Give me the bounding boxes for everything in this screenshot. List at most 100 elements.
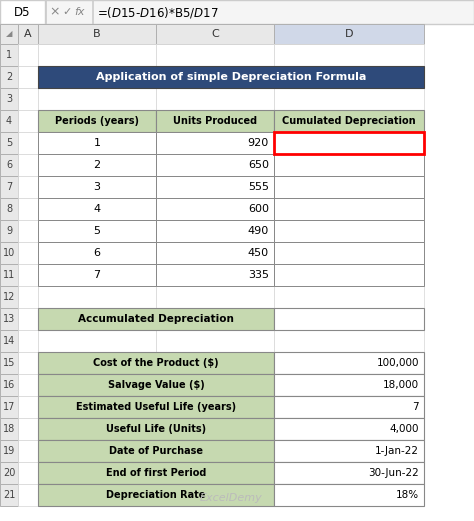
Bar (156, 110, 274, 132)
Bar (274, 484, 424, 506)
Bar (18, 66, 38, 88)
Text: 3: 3 (6, 94, 12, 104)
Bar (274, 440, 424, 462)
Bar (18, 440, 38, 462)
Bar (38, 286, 156, 308)
Text: 8: 8 (6, 204, 12, 214)
Bar (0, 44, 18, 66)
Bar (156, 374, 274, 396)
Bar (0, 264, 18, 286)
Bar (0, 66, 18, 88)
Text: 1-Jan-22: 1-Jan-22 (375, 446, 419, 456)
Text: Application of simple Depreciation Formula: Application of simple Depreciation Formu… (96, 72, 366, 82)
Text: Cost of the Product ($): Cost of the Product ($) (93, 358, 219, 368)
Bar (18, 374, 38, 396)
Text: 12: 12 (3, 292, 15, 302)
Bar (274, 264, 424, 286)
Bar (274, 110, 424, 132)
Bar (38, 242, 156, 264)
Text: C: C (211, 29, 219, 39)
Bar (38, 110, 156, 132)
Bar (274, 418, 424, 440)
Bar (38, 154, 156, 176)
Text: 2: 2 (6, 72, 12, 82)
Bar (38, 440, 274, 462)
Bar (274, 154, 424, 176)
Text: D: D (345, 29, 353, 39)
Bar (0, 132, 18, 154)
Bar (274, 418, 424, 440)
Text: 3: 3 (93, 182, 100, 192)
Bar (274, 220, 424, 242)
Bar (156, 484, 274, 506)
Bar (18, 308, 38, 330)
Bar (18, 286, 38, 308)
Bar (0, 176, 18, 198)
Bar (0, 440, 18, 462)
Bar (274, 308, 424, 330)
Text: fx: fx (75, 7, 85, 17)
Bar (38, 396, 274, 418)
Bar (38, 242, 156, 264)
Bar (156, 198, 274, 220)
Bar (0, 352, 18, 374)
Bar (0, 154, 18, 176)
Text: 7: 7 (93, 270, 100, 280)
Bar (18, 24, 38, 44)
Text: Accumulated Depreciation: Accumulated Depreciation (78, 314, 234, 324)
Bar (156, 220, 274, 242)
Bar (274, 198, 424, 220)
Bar (156, 462, 274, 484)
Bar (156, 24, 274, 44)
Bar (18, 330, 38, 352)
Text: 600: 600 (248, 204, 269, 214)
Bar (156, 264, 274, 286)
Text: Estimated Useful Life (years): Estimated Useful Life (years) (76, 402, 236, 412)
Bar (18, 44, 38, 66)
Text: Units Produced: Units Produced (173, 116, 257, 126)
Bar (38, 484, 274, 506)
Bar (18, 396, 38, 418)
Text: 17: 17 (3, 402, 15, 412)
Bar (156, 132, 274, 154)
Bar (38, 308, 156, 330)
Bar (156, 440, 274, 462)
Bar (156, 330, 274, 352)
Bar (274, 176, 424, 198)
Bar (38, 44, 156, 66)
Bar (156, 66, 274, 88)
Bar (38, 66, 156, 88)
Bar (274, 132, 424, 154)
Bar (38, 396, 156, 418)
Bar (18, 220, 38, 242)
Bar (274, 88, 424, 110)
Bar (18, 352, 38, 374)
Bar (274, 352, 424, 374)
Text: 5: 5 (6, 138, 12, 148)
Text: 7: 7 (6, 182, 12, 192)
Text: 4: 4 (93, 204, 100, 214)
Bar (18, 132, 38, 154)
Bar (0, 0, 474, 24)
Bar (156, 418, 274, 440)
Bar (274, 374, 424, 396)
Bar (156, 132, 274, 154)
Bar (0, 220, 18, 242)
Text: Date of Purchase: Date of Purchase (109, 446, 203, 456)
Text: 11: 11 (3, 270, 15, 280)
Bar (156, 44, 274, 66)
Text: 4: 4 (6, 116, 12, 126)
Bar (274, 242, 424, 264)
Bar (92, 0, 93, 24)
Bar (0, 374, 18, 396)
Text: Cumulated Depreciation: Cumulated Depreciation (282, 116, 416, 126)
Bar (38, 374, 274, 396)
Text: 18,000: 18,000 (383, 380, 419, 390)
Bar (18, 462, 38, 484)
Bar (156, 264, 274, 286)
Bar (38, 110, 156, 132)
Bar (38, 264, 156, 286)
Bar (156, 154, 274, 176)
Bar (18, 176, 38, 198)
Bar (274, 132, 424, 154)
